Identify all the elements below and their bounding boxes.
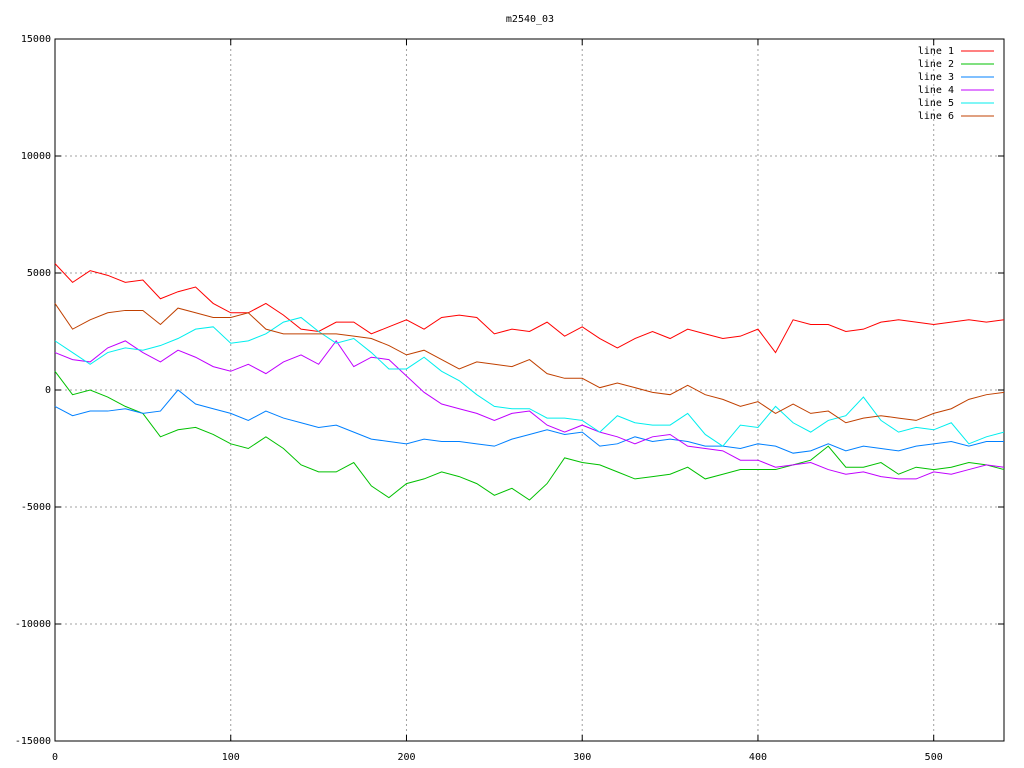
y-tick-label: -5000 [21,502,51,513]
legend-label: line 1 [918,46,954,57]
x-tick-label: 0 [52,752,58,763]
y-tick-label: 5000 [27,268,51,279]
legend-label: line 5 [918,98,954,109]
data-line [54,303,1005,424]
legend-label: line 4 [918,85,954,96]
data-line [54,263,1005,354]
legend-label: line 3 [918,72,954,83]
y-tick-label: -15000 [15,736,51,747]
x-tick-label: 500 [925,752,943,763]
y-tick-label: 0 [45,385,51,396]
x-tick-label: 300 [573,752,591,763]
plot-frame [54,38,1005,742]
x-tick-label: 100 [222,752,240,763]
y-tick-label: 10000 [21,151,51,162]
x-tick-label: 400 [749,752,767,763]
y-tick-label: -10000 [15,619,51,630]
data-line [54,340,1005,480]
legend-label: line 2 [918,59,954,70]
data-line [54,370,1005,501]
x-tick-label: 200 [397,752,415,763]
legend-label: line 6 [918,111,954,122]
data-line [54,316,1005,447]
data-line [54,389,1004,454]
chart-title: m2540_03 [506,14,554,25]
y-tick-label: 15000 [21,34,51,45]
